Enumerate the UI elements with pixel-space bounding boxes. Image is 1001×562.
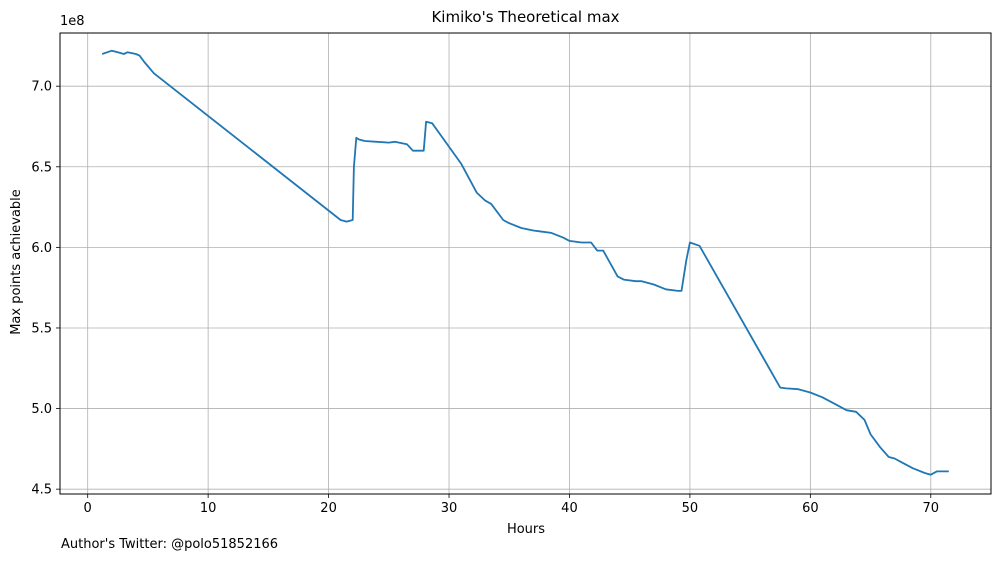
plot-area xyxy=(60,33,991,494)
y-tick-labels: 4.5 5.0 5.5 6.0 6.5 7.0 xyxy=(31,80,52,498)
x-tick-label: 30 xyxy=(441,501,458,516)
y-tick-label: 7.0 xyxy=(31,80,52,95)
y-axis-label: Max points achievable xyxy=(9,189,24,335)
x-tick-labels: 0 10 20 30 40 50 60 70 xyxy=(84,501,939,516)
x-axis-label: Hours xyxy=(507,522,545,537)
x-tick-label: 50 xyxy=(682,501,699,516)
y-tick-label: 4.5 xyxy=(31,483,52,498)
x-tick-label: 70 xyxy=(923,501,940,516)
plot-frame xyxy=(59,32,992,495)
x-tick-label: 20 xyxy=(320,501,337,516)
author-caption: Author's Twitter: @polo51852166 xyxy=(61,537,279,552)
y-axis-multiplier: 1e8 xyxy=(60,14,85,29)
y-tick-label: 5.5 xyxy=(31,321,52,336)
grid xyxy=(60,33,991,494)
chart-title: Kimiko's Theoretical max xyxy=(431,8,619,26)
series-line xyxy=(101,49,949,476)
x-tick-label: 60 xyxy=(802,501,819,516)
y-tick-label: 6.5 xyxy=(31,160,52,175)
tick-marks xyxy=(56,85,932,498)
multiplier-text: 1e8 xyxy=(60,14,85,29)
x-tick-label: 10 xyxy=(200,501,217,516)
y-tick-label: 6.0 xyxy=(31,241,52,256)
x-tick-label: 40 xyxy=(561,501,578,516)
x-tick-label: 0 xyxy=(84,501,92,516)
y-tick-label: 5.0 xyxy=(31,402,52,417)
